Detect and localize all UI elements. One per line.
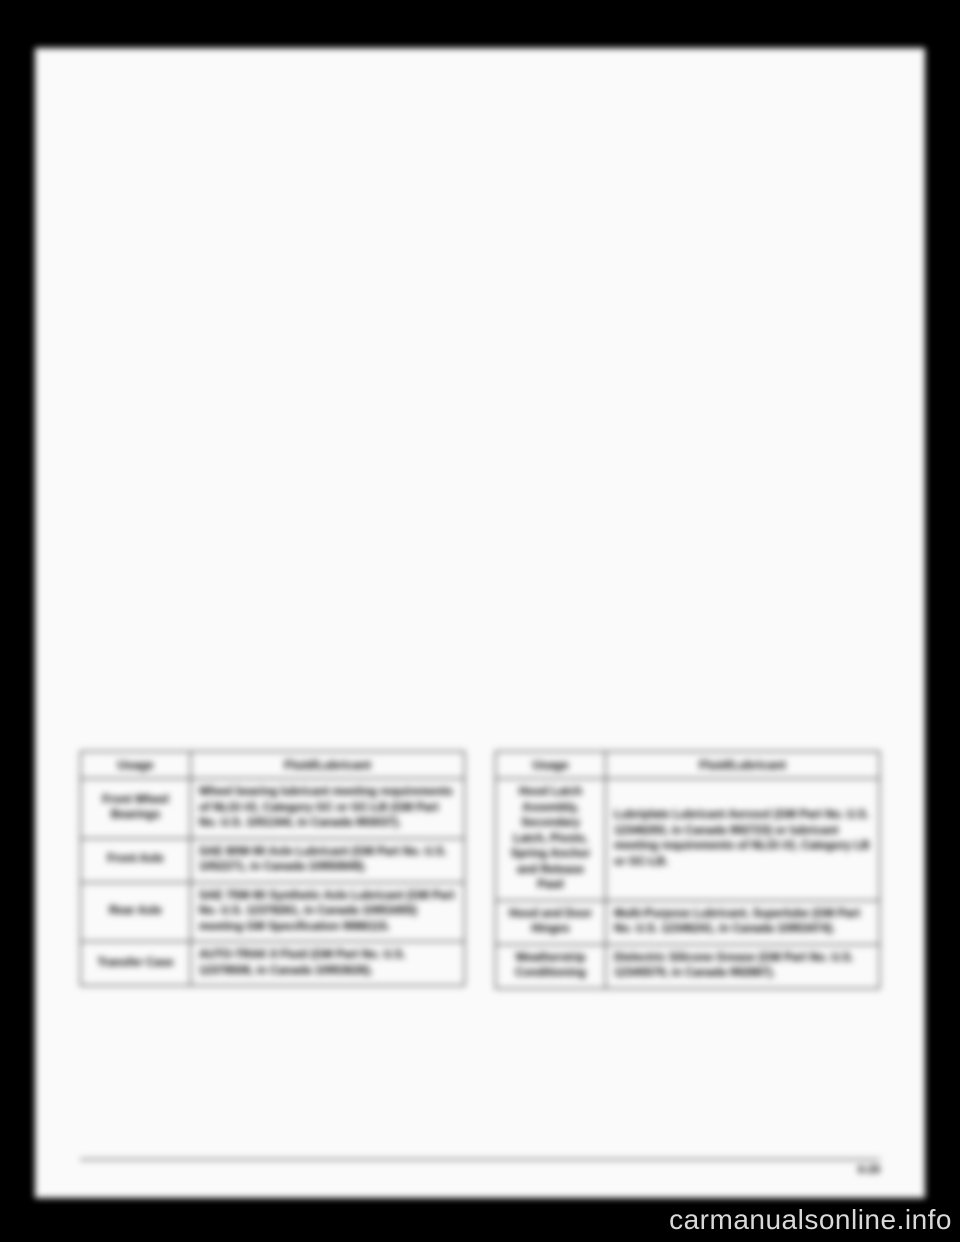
lubricant-table-left: Usage Fluid/Lubricant Front Wheel Bearin… bbox=[80, 751, 465, 986]
usage-cell: Hood and Door Hinges bbox=[496, 900, 606, 944]
fluid-cell: Dielectric Silicone Grease (GM Part No. … bbox=[606, 944, 880, 988]
usage-cell: Front Wheel Bearings bbox=[81, 779, 191, 839]
watermark: carmanualsonline.info bbox=[669, 1204, 952, 1236]
table-row: Hood and Door Hinges Multi-Purpose Lubri… bbox=[496, 900, 880, 944]
table-header-row: Usage Fluid/Lubricant bbox=[496, 752, 880, 779]
page-number: 6-29 bbox=[858, 1164, 880, 1176]
table-row: Transfer Case AUTO-TRAK II Fluid (GM Par… bbox=[81, 942, 465, 986]
fluid-cell: SAE 80W-90 Axle Lubricant (GM Part No. U… bbox=[191, 838, 465, 882]
fluid-cell: SAE 75W-90 Synthetic Axle Lubricant (GM … bbox=[191, 882, 465, 942]
header-usage: Usage bbox=[81, 752, 191, 779]
fluid-cell: Wheel bearing lubricant meeting requirem… bbox=[191, 779, 465, 839]
table-row: Hood Latch Assembly, Secondary Latch, Pi… bbox=[496, 779, 880, 901]
header-usage: Usage bbox=[496, 752, 606, 779]
page-footer: 6-29 bbox=[80, 1159, 880, 1176]
content-area: Usage Fluid/Lubricant Front Wheel Bearin… bbox=[35, 48, 925, 1198]
usage-cell: Transfer Case bbox=[81, 942, 191, 986]
lubricant-table-right: Usage Fluid/Lubricant Hood Latch Assembl… bbox=[495, 751, 880, 989]
usage-cell: Hood Latch Assembly, Secondary Latch, Pi… bbox=[496, 779, 606, 901]
table-header-row: Usage Fluid/Lubricant bbox=[81, 752, 465, 779]
header-fluid: Fluid/Lubricant bbox=[606, 752, 880, 779]
tables-container: Usage Fluid/Lubricant Front Wheel Bearin… bbox=[80, 751, 880, 989]
fluid-cell: Multi-Purpose Lubricant, Superlube (GM P… bbox=[606, 900, 880, 944]
usage-cell: Front Axle bbox=[81, 838, 191, 882]
fluid-cell: AUTO-TRAK II Fluid (GM Part No. U.S. 123… bbox=[191, 942, 465, 986]
usage-cell: Weatherstrip Conditioning bbox=[496, 944, 606, 988]
usage-cell: Rear Axle bbox=[81, 882, 191, 942]
table-row: Front Wheel Bearings Wheel bearing lubri… bbox=[81, 779, 465, 839]
table-row: Weatherstrip Conditioning Dielectric Sil… bbox=[496, 944, 880, 988]
table-row: Rear Axle SAE 75W-90 Synthetic Axle Lubr… bbox=[81, 882, 465, 942]
fluid-cell: Lubriplate Lubricant Aerosol (GM Part No… bbox=[606, 779, 880, 901]
header-fluid: Fluid/Lubricant bbox=[191, 752, 465, 779]
table-row: Front Axle SAE 80W-90 Axle Lubricant (GM… bbox=[81, 838, 465, 882]
